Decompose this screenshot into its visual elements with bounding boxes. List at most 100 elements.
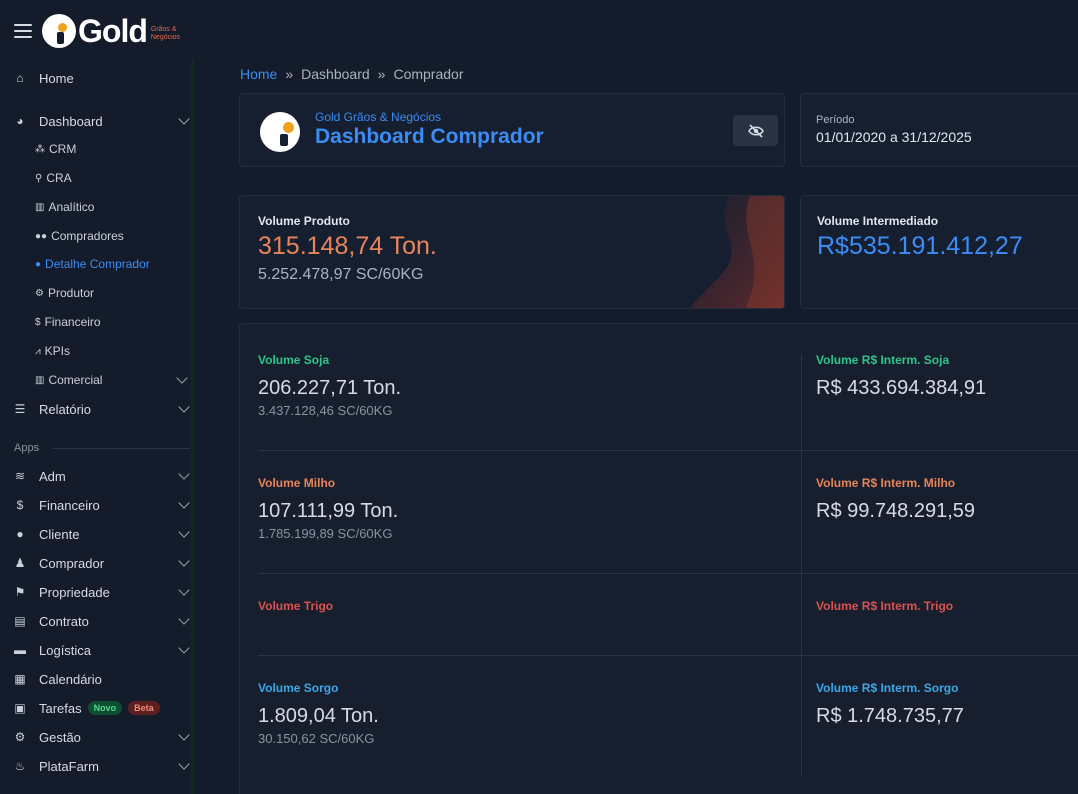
sidebar-item-adm[interactable]: ≋ Adm bbox=[0, 463, 192, 489]
sidebar-item-tarefas[interactable]: ▣ Tarefas Novo Beta bbox=[0, 695, 192, 721]
divider bbox=[258, 573, 1078, 574]
sidebar-subitem-detalhe-comprador[interactable]: ● Detalhe Comprador bbox=[35, 253, 150, 275]
breadcrumb-home-link[interactable]: Home bbox=[240, 66, 278, 82]
sidebar-item-label: PlataFarm bbox=[39, 758, 99, 774]
period-value: 01/01/2020 a 31/12/2025 bbox=[816, 129, 972, 145]
sidebar-subitem-kpis[interactable]: ⩘ KPIs bbox=[35, 340, 70, 362]
sidebar-subitem-crm[interactable]: ⁂ CRM bbox=[35, 138, 76, 160]
volume-produto-value: 315.148,74 Ton. bbox=[258, 232, 437, 260]
divider bbox=[801, 354, 802, 776]
line-chart-icon: ⩘ bbox=[35, 345, 41, 357]
flame-icon: ♨ bbox=[14, 759, 26, 773]
chevron-down-icon bbox=[178, 468, 190, 480]
logo-subtext: Grãos & Negócios bbox=[150, 26, 181, 41]
sidebar-item-comprador[interactable]: ♟ Comprador bbox=[0, 550, 192, 576]
sidebar-subitem-analitico[interactable]: ▥ Analítico bbox=[35, 196, 94, 218]
sidebar-subitem-label: Analítico bbox=[48, 200, 95, 214]
sidebar-subitem-compradores[interactable]: ●● Compradores bbox=[35, 225, 124, 247]
sidebar-item-home[interactable]: ⌂ Home bbox=[0, 65, 192, 91]
signpost-icon: ⚑ bbox=[14, 585, 26, 599]
volume-r-milho-value: R$ 99.748.291,59 bbox=[816, 500, 976, 522]
home-icon: ⌂ bbox=[16, 71, 24, 85]
sidebar-scroll-track bbox=[191, 60, 194, 794]
toggle-visibility-button[interactable] bbox=[733, 115, 778, 146]
divider bbox=[258, 450, 1078, 451]
user-tie-icon: ♟ bbox=[14, 556, 26, 570]
new-badge: Novo bbox=[87, 701, 123, 715]
gears-icon: ⚙ bbox=[14, 730, 26, 744]
menu-toggle-icon[interactable] bbox=[14, 24, 32, 38]
beta-badge: Beta bbox=[128, 701, 160, 715]
volume-produto-label: Volume Produto bbox=[258, 214, 350, 228]
volume-produto-sacas: 5.252.478,97 SC/60KG bbox=[258, 266, 424, 283]
logo-mark-icon bbox=[42, 14, 76, 48]
volume-milho-label: Volume Milho bbox=[258, 476, 336, 490]
sidebar-item-label: Comprador bbox=[39, 555, 105, 571]
sidebar-subitem-label: Financeiro bbox=[44, 315, 101, 329]
truck-icon: ▬ bbox=[14, 643, 26, 657]
sidebar-item-label: Relatório bbox=[39, 401, 92, 417]
sidebar-item-calendario[interactable]: ▦ Calendário bbox=[0, 666, 192, 692]
volume-soja-value: 206.227,71 Ton. bbox=[258, 377, 402, 399]
sidebar-item-contrato[interactable]: ▤ Contrato bbox=[0, 608, 192, 634]
sidebar-subitem-label: KPIs bbox=[44, 344, 70, 358]
sidebar bbox=[0, 0, 196, 794]
decorative-pattern bbox=[690, 196, 784, 308]
layers-icon: ≋ bbox=[14, 469, 26, 483]
period-card[interactable]: Período 01/01/2020 a 31/12/2025 bbox=[800, 93, 1078, 167]
sidebar-subitem-label: Comercial bbox=[48, 373, 103, 387]
sidebar-item-propriedade[interactable]: ⚑ Propriedade bbox=[0, 579, 192, 605]
sidebar-subitem-label: Produtor bbox=[47, 286, 94, 300]
sidebar-subitem-label: CRA bbox=[46, 171, 72, 185]
company-name: Gold Grãos & Negócios bbox=[315, 110, 442, 124]
breadcrumb-current: Comprador bbox=[393, 66, 464, 82]
volume-r-soja-value: R$ 433.694.384,91 bbox=[816, 377, 987, 399]
period-label: Período bbox=[816, 114, 855, 126]
volume-soja-sacas: 3.437.128,46 SC/60KG bbox=[258, 403, 393, 418]
company-logo-icon bbox=[260, 112, 300, 152]
sidebar-item-label: Logística bbox=[39, 642, 92, 658]
brand-logo[interactable]: Gold Grãos & Negócios bbox=[42, 13, 195, 49]
key-icon: ⚲ bbox=[35, 172, 43, 184]
sidebar-subitem-label: Detalhe Comprador bbox=[45, 257, 150, 271]
dollar-icon: $ bbox=[35, 316, 41, 328]
sidebar-item-dashboard[interactable]: ◕ Dashboard bbox=[0, 108, 192, 134]
chevron-down-icon bbox=[178, 613, 190, 625]
breadcrumb: Home » Dashboard » Comprador bbox=[240, 66, 463, 82]
list-icon: ☰ bbox=[14, 402, 26, 416]
chevron-down-icon bbox=[178, 758, 190, 770]
chevron-down-icon bbox=[178, 729, 190, 741]
chevron-down-icon bbox=[178, 401, 190, 413]
sidebar-item-logistica[interactable]: ▬ Logística bbox=[0, 637, 192, 663]
volume-intermediado-value: R$535.191.412,27 bbox=[817, 232, 1023, 260]
sidebar-subitem-financeiro[interactable]: $ Financeiro bbox=[35, 311, 101, 333]
sidebar-item-platafarm[interactable]: ♨ PlataFarm bbox=[0, 753, 192, 779]
sidebar-subitem-produtor[interactable]: ⚙ Produtor bbox=[35, 282, 94, 304]
chevron-down-icon bbox=[178, 113, 190, 125]
sidebar-subitem-cra[interactable]: ⚲ CRA bbox=[35, 167, 72, 189]
board-icon: ▣ bbox=[14, 701, 26, 715]
sidebar-subitem-label: Compradores bbox=[51, 229, 124, 243]
sidebar-item-label: Cliente bbox=[39, 526, 80, 542]
chevron-down-icon bbox=[178, 642, 190, 654]
volume-intermediado-label: Volume Intermediado bbox=[817, 214, 939, 228]
bar-chart-icon: ▥ bbox=[35, 201, 45, 213]
bar-chart-icon: ▥ bbox=[35, 374, 45, 386]
volume-r-sorgo-label: Volume R$ Interm. Sorgo bbox=[816, 681, 959, 695]
users-icon: ●● bbox=[35, 230, 48, 242]
apps-section-label: Apps bbox=[14, 442, 40, 454]
logo-text: Gold bbox=[78, 12, 148, 49]
user-icon: ● bbox=[35, 258, 42, 270]
sidebar-subitem-comercial[interactable]: ▥ Comercial bbox=[35, 369, 192, 391]
sidebar-subitem-label: CRM bbox=[49, 142, 77, 156]
sidebar-item-gestao[interactable]: ⚙ Gestão bbox=[0, 724, 192, 750]
sidebar-item-cliente[interactable]: ● Cliente bbox=[0, 521, 192, 547]
sidebar-item-relatorio[interactable]: ☰ Relatório bbox=[0, 396, 192, 422]
sidebar-item-financeiro[interactable]: $ Financeiro bbox=[0, 492, 192, 518]
volume-milho-value: 107.111,99 Ton. bbox=[258, 500, 399, 522]
chevron-down-icon bbox=[178, 497, 190, 509]
volume-intermediado-card: Volume Intermediado R$535.191.412,27 bbox=[800, 195, 1078, 309]
volume-r-soja-label: Volume R$ Interm. Soja bbox=[816, 353, 950, 367]
volume-sorgo-sacas: 30.150,62 SC/60KG bbox=[258, 731, 375, 746]
divider bbox=[258, 655, 1078, 656]
